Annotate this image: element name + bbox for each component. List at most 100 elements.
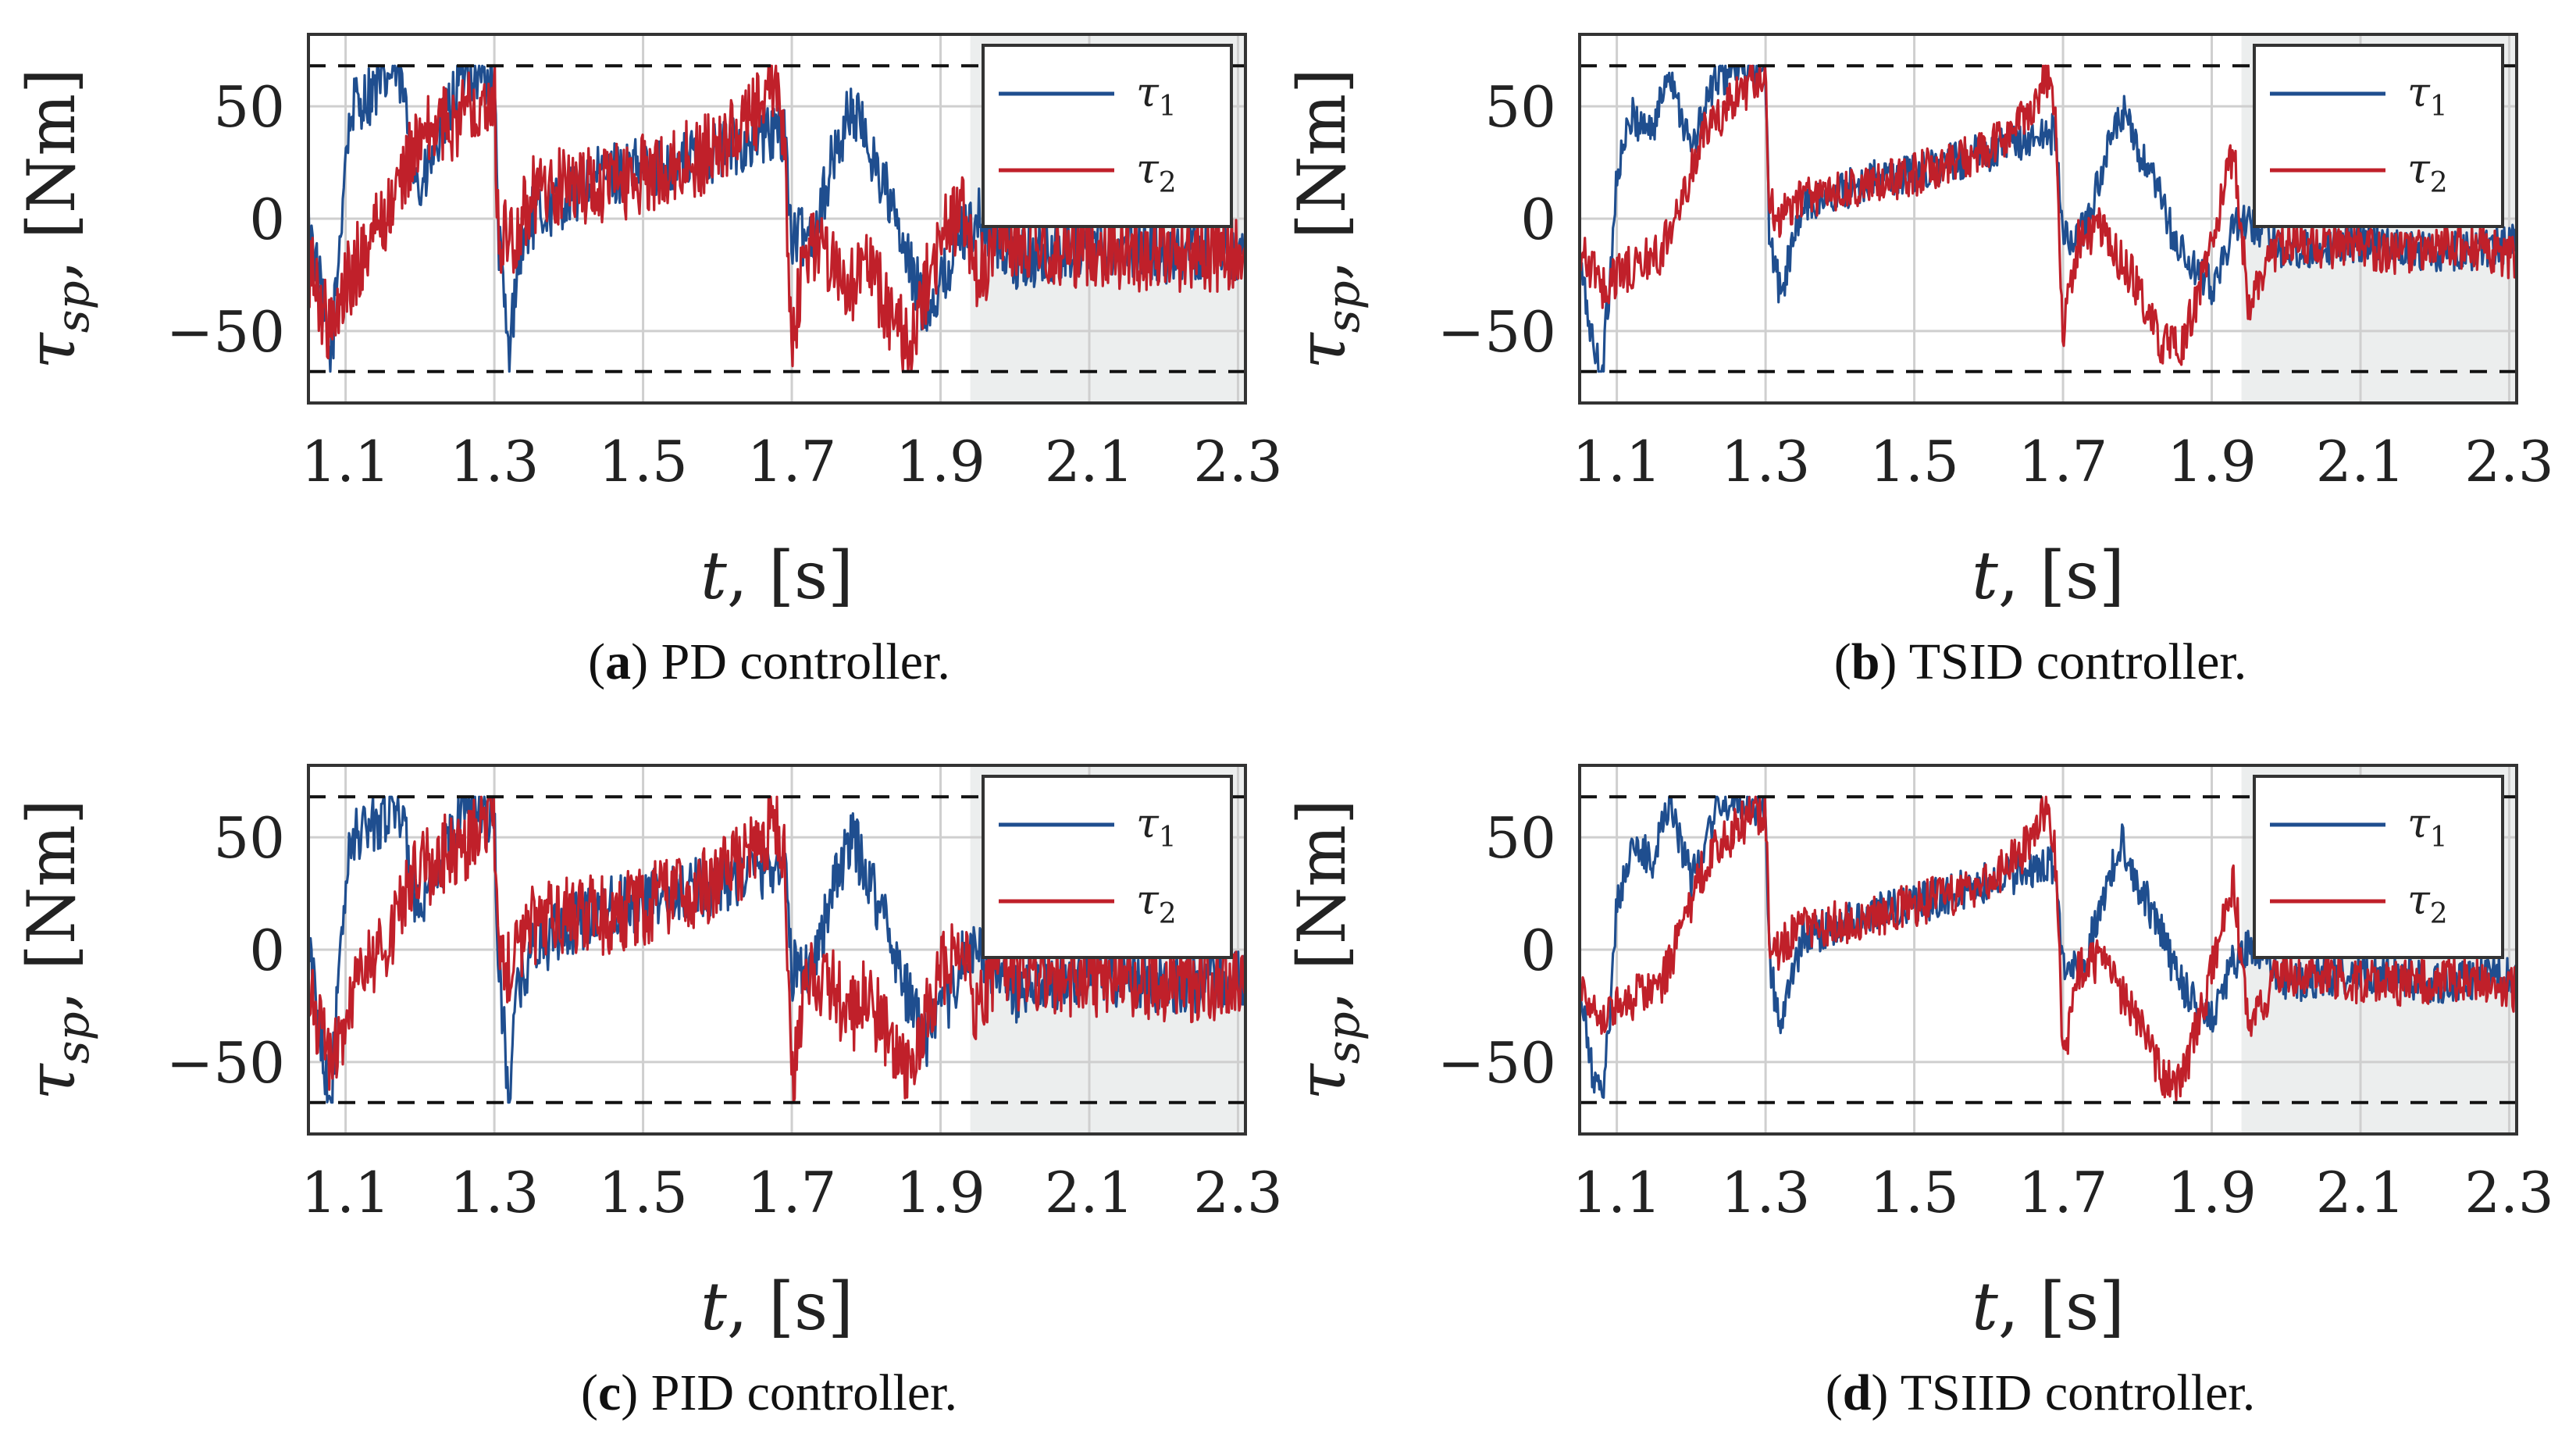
y-tick-label: 0 [249,187,285,252]
chart-panel-d: 1.1 1.3 1.5 1.7 1.9 2.1 2.3 −50 0 50 t, [s] τsp, [N… [1284,764,2554,1421]
y-axis-unit: , [Nm] [1284,799,1360,1011]
y-axis-var: τ [13,332,90,369]
legend-box [982,44,1233,228]
x-tick-label: 1.7 [747,1160,837,1225]
x-tick-label: 2.1 [2316,429,2406,494]
y-tick-label: −50 [1438,299,1556,365]
legend-label-tau2: τ2 [2407,877,2448,930]
caption-letter: c [598,1364,621,1421]
x-tick-label: 1.7 [2018,1160,2108,1225]
y-axis-label: τsp, [Nm] [13,799,99,1100]
x-tick-label: 1.1 [301,1160,390,1225]
y-tick-label: 50 [213,805,285,871]
caption-text: ) PD controller. [631,633,950,690]
chart-panel-a: 1.1 1.3 1.5 1.7 1.9 2.1 2.3 −50 0 50 t, [s] τsp, [N… [13,33,1283,690]
y-axis-label: τsp, [Nm] [1284,68,1370,369]
x-tick-label: 1.1 [1572,1160,1662,1225]
legend-box [2253,44,2504,228]
y-axis-unit: , [Nm] [1284,68,1360,280]
x-tick-label: 2.1 [2316,1160,2406,1225]
y-axis-unit: , [Nm] [13,68,90,280]
caption-text: ) TSIID controller. [1871,1364,2255,1421]
panel-caption: (c) PID controller. [581,1364,957,1421]
x-axis-unit: , [s] [1998,537,2125,614]
y-axis-label: τsp, [Nm] [1284,799,1370,1100]
x-tick-label: 1.7 [747,429,837,494]
panel-caption: (a) PD controller. [588,633,950,690]
x-axis-var: t [1972,537,1998,614]
panel-caption: (b) TSID controller. [1834,633,2247,690]
x-tick-label: 1.3 [450,1160,540,1225]
legend-label-tau1: τ1 [1136,801,1177,854]
y-tick-label: 50 [213,74,285,140]
caption-letter: a [605,633,631,690]
legend-box [982,775,1233,959]
y-axis-var: τ [1284,1063,1360,1100]
x-tick-label: 1.3 [1721,1160,1811,1225]
x-tick-label: 1.9 [2167,1160,2257,1225]
y-tick-label: 0 [1520,187,1556,252]
x-axis-unit: , [s] [727,537,853,614]
x-tick-label: 2.1 [1045,429,1135,494]
x-tick-label: 1.1 [1572,429,1662,494]
x-axis-unit: , [s] [727,1268,853,1345]
x-axis-label: t, [s] [700,537,853,614]
x-tick-label: 1.9 [2167,429,2257,494]
y-axis-subscript: sp [46,1011,99,1064]
x-axis-var: t [1972,1268,1998,1345]
x-tick-label: 1.5 [1869,429,1959,494]
legend-box [2253,775,2504,959]
series-line-tau2 [1580,795,2517,1101]
axes-frame [1578,33,2518,405]
x-tick-label: 2.3 [1193,429,1283,494]
caption-text: ) TSID controller. [1879,633,2246,690]
x-axis-unit: , [s] [1998,1268,2125,1345]
y-tick-label: 50 [1484,74,1556,140]
legend-label-tau2: τ2 [2407,146,2448,199]
x-tick-label: 2.3 [2464,429,2554,494]
x-tick-label: 1.9 [896,1160,985,1225]
legend-label-tau1: τ1 [1136,70,1177,123]
legend-label-tau2: τ2 [1136,877,1177,930]
series-line-tau2 [1580,64,2517,366]
legend-label-tau1: τ1 [2407,801,2448,854]
x-tick-label: 1.1 [301,429,390,494]
y-axis-var: τ [13,1063,90,1100]
x-tick-label: 2.3 [1193,1160,1283,1225]
x-tick-label: 1.9 [896,429,985,494]
x-tick-label: 1.3 [1721,429,1811,494]
caption-text: ) PID controller. [621,1364,957,1421]
x-axis-label: t, [s] [1972,1268,2125,1345]
y-axis-unit: , [Nm] [13,799,90,1011]
x-axis-label: t, [s] [1972,537,2125,614]
y-axis-var: τ [1284,332,1360,369]
axes-frame [307,764,1247,1136]
panel-caption: (d) TSIID controller. [1826,1364,2256,1421]
chart-panel-c: 1.1 1.3 1.5 1.7 1.9 2.1 2.3 −50 0 50 t, [s] τsp, [N… [13,764,1283,1421]
y-axis-label: τsp, [Nm] [13,68,99,369]
x-tick-label: 1.5 [1869,1160,1959,1225]
x-tick-label: 1.5 [598,429,688,494]
legend-label-tau2: τ2 [1136,146,1177,199]
y-axis-subscript: sp [46,280,99,333]
axes-frame [1578,764,2518,1136]
y-tick-label: 0 [249,918,285,983]
legend-label-tau1: τ1 [2407,70,2448,123]
x-tick-label: 1.5 [598,1160,688,1225]
y-axis-subscript: sp [1317,1011,1370,1064]
x-tick-label: 2.3 [2464,1160,2554,1225]
x-tick-label: 1.3 [450,429,540,494]
caption-letter: d [1843,1364,1872,1421]
y-tick-label: 50 [1484,805,1556,871]
x-axis-var: t [700,1268,727,1345]
x-tick-label: 1.7 [2018,429,2108,494]
y-tick-label: 0 [1520,918,1556,983]
x-axis-label: t, [s] [700,1268,853,1345]
y-tick-label: −50 [166,1030,285,1096]
y-tick-label: −50 [166,299,285,365]
x-axis-var: t [700,537,727,614]
axes-frame [307,33,1247,405]
